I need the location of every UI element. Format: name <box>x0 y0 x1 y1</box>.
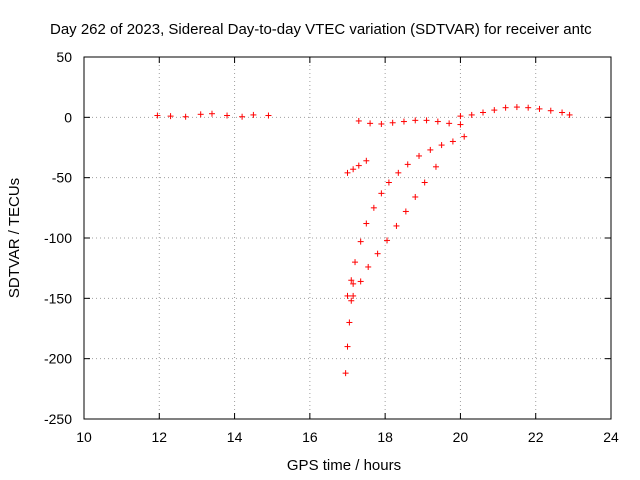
data-point <box>344 169 351 176</box>
data-point <box>513 104 520 111</box>
data-point <box>393 222 400 229</box>
data-point <box>525 104 532 111</box>
x-tick-label: 14 <box>227 429 243 445</box>
chart-title: Day 262 of 2023, Sidereal Day-to-day VTE… <box>50 21 592 38</box>
data-point <box>385 179 392 186</box>
data-point <box>400 118 407 125</box>
series-arc-7 <box>342 280 357 377</box>
data-point <box>432 163 439 170</box>
data-point <box>265 112 272 119</box>
data-point <box>566 111 573 118</box>
data-point <box>416 152 423 159</box>
data-point <box>395 169 402 176</box>
data-point <box>352 259 359 266</box>
y-tick-label: 0 <box>64 109 72 125</box>
data-point <box>365 263 372 270</box>
series-arc-5 <box>344 133 468 299</box>
data-point <box>547 107 554 114</box>
series-arc-6 <box>350 163 439 299</box>
data-point <box>502 104 509 111</box>
data-point <box>378 190 385 197</box>
x-tick-label: 18 <box>377 429 393 445</box>
data-point <box>224 112 231 119</box>
data-point <box>342 370 349 377</box>
data-point <box>154 112 161 119</box>
x-tick-label: 16 <box>302 429 318 445</box>
y-tick-label: -50 <box>52 170 72 186</box>
data-point <box>404 161 411 168</box>
data-point <box>363 157 370 164</box>
data-point <box>402 208 409 215</box>
data-point <box>350 292 357 299</box>
data-point <box>357 238 364 245</box>
data-point <box>536 105 543 112</box>
data-point <box>346 319 353 326</box>
data-point <box>378 120 385 127</box>
data-point <box>457 113 464 120</box>
y-tick-label: 50 <box>56 49 72 65</box>
data-point <box>355 117 362 124</box>
axis-ticks: 10 12 14 16 18 20 22 24 50 0 -50 -100 -150 -200 -250 <box>44 49 619 445</box>
data-point <box>468 111 475 118</box>
data-point <box>461 133 468 140</box>
data-point <box>491 107 498 114</box>
y-tick-label: -200 <box>44 351 72 367</box>
data-point <box>423 117 430 124</box>
data-point <box>344 292 351 299</box>
data-point <box>480 109 487 116</box>
data-point <box>367 120 374 127</box>
grid <box>84 57 611 419</box>
data-point <box>182 113 189 120</box>
x-axis-label: GPS time / hours <box>287 457 401 474</box>
data-point <box>446 120 453 127</box>
data-point <box>239 113 246 120</box>
x-tick-label: 10 <box>76 429 92 445</box>
data-point <box>350 166 357 173</box>
data-point <box>167 113 174 120</box>
y-tick-label: -100 <box>44 230 72 246</box>
data-point <box>357 278 364 285</box>
data-point <box>344 343 351 350</box>
series-arc-2 <box>355 117 464 128</box>
data-point <box>348 297 355 304</box>
data-point <box>427 146 434 153</box>
data-point <box>449 138 456 145</box>
data-point <box>348 277 355 284</box>
plot-frame <box>83 56 612 420</box>
x-tick-label: 24 <box>603 429 619 445</box>
y-axis-label: SDTVAR / TECUs <box>6 178 23 298</box>
data-point <box>355 162 362 169</box>
data-point <box>412 117 419 124</box>
x-tick-label: 22 <box>528 429 544 445</box>
data-point <box>438 142 445 149</box>
data-point <box>350 280 357 287</box>
y-tick-label: -150 <box>44 290 72 306</box>
data-point <box>208 110 215 117</box>
data-point <box>384 237 391 244</box>
data-point <box>434 118 441 125</box>
series-arc-1 <box>154 110 272 120</box>
data-point <box>457 121 464 128</box>
x-tick-label: 20 <box>453 429 469 445</box>
series-arc-4 <box>344 157 370 176</box>
series-layer <box>154 104 573 377</box>
y-tick-label: -250 <box>44 411 72 427</box>
x-tick-label: 12 <box>151 429 167 445</box>
data-point <box>389 119 396 126</box>
data-point <box>412 193 419 200</box>
data-point <box>374 250 381 257</box>
data-point <box>363 220 370 227</box>
data-point <box>370 204 377 211</box>
data-point <box>250 111 257 118</box>
data-point <box>559 109 566 116</box>
data-point <box>421 179 428 186</box>
data-point <box>197 111 204 118</box>
series-arc-3 <box>457 104 573 120</box>
